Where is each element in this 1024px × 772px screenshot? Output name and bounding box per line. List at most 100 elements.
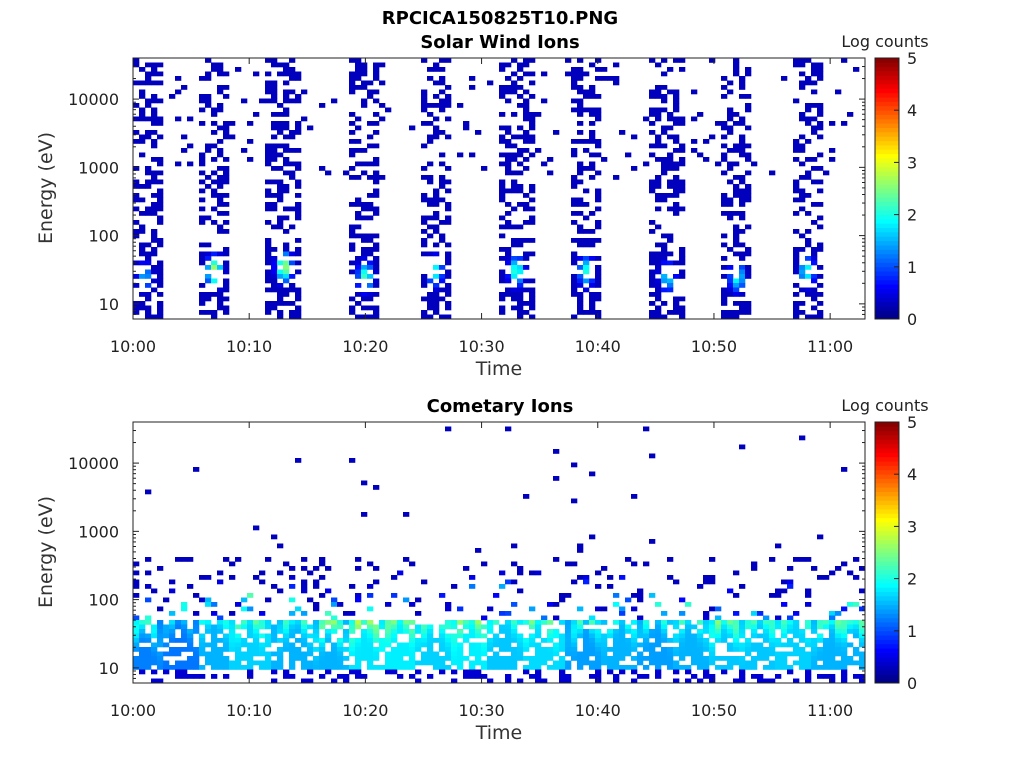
heatmap-cell: [721, 94, 728, 99]
heatmap-cell: [361, 206, 368, 212]
heatmap-cell: [157, 678, 164, 684]
heatmap-cell: [679, 67, 686, 72]
heatmap-cell: [313, 629, 320, 634]
heatmap-cell: [505, 287, 512, 293]
heatmap-cell: [523, 310, 530, 315]
heatmap-cell: [703, 638, 710, 643]
colorbar-swatch: [875, 105, 899, 111]
heatmap-cell: [439, 179, 446, 185]
heatmap-cell: [283, 157, 290, 162]
heatmap-cell: [139, 139, 146, 144]
heatmap-cell: [637, 642, 644, 648]
heatmap-cell: [433, 67, 440, 72]
heatmap-cell: [739, 444, 746, 450]
heatmap-cell: [217, 301, 224, 306]
heatmap-cell: [271, 193, 278, 198]
heatmap-cell: [151, 233, 158, 239]
heatmap-cell: [559, 660, 566, 666]
heatmap-cell: [175, 76, 182, 81]
heatmap-cell: [517, 76, 524, 81]
heatmap-cell: [223, 125, 230, 131]
heatmap-cell: [391, 624, 398, 630]
heatmap-cell: [661, 647, 668, 652]
heatmap-cell: [211, 292, 218, 297]
heatmap-cell: [649, 274, 656, 279]
heatmap-cell: [259, 660, 266, 666]
heatmap-cell: [133, 229, 140, 234]
heatmap-cell: [703, 615, 710, 621]
colorbar-swatch: [875, 197, 899, 202]
heatmap-cell: [739, 175, 746, 180]
heatmap-cell: [511, 256, 518, 261]
heatmap-cell: [841, 121, 848, 126]
colorbar-swatch: [875, 448, 899, 453]
x-tick-label: 11:00: [807, 701, 853, 720]
heatmap-cell: [571, 251, 578, 257]
heatmap-cell: [523, 278, 530, 284]
heatmap-cell: [529, 296, 536, 302]
heatmap-cell: [745, 103, 752, 108]
heatmap-cell: [583, 287, 590, 293]
heatmap-cell: [595, 143, 602, 149]
heatmap-cell: [835, 642, 842, 648]
heatmap-cell: [679, 157, 686, 162]
heatmap-cell: [679, 274, 686, 279]
heatmap-cell: [205, 242, 212, 248]
heatmap-cell: [733, 570, 740, 576]
heatmap-cell: [535, 629, 542, 634]
heatmap-cell: [439, 107, 446, 113]
heatmap-cell: [631, 642, 638, 648]
heatmap-cell: [793, 660, 800, 666]
heatmap-cell: [853, 557, 860, 562]
heatmap-cell: [805, 265, 812, 270]
heatmap-cell: [373, 157, 380, 162]
heatmap-cell: [715, 665, 722, 670]
heatmap-cell: [499, 62, 506, 68]
heatmap-cell: [325, 170, 332, 176]
heatmap-cell: [361, 292, 368, 297]
heatmap-cell: [283, 674, 290, 679]
heatmap-cell: [823, 660, 830, 666]
heatmap-cell: [367, 215, 374, 221]
heatmap-cell: [511, 638, 518, 643]
heatmap-cell: [295, 629, 302, 634]
heatmap-cell: [505, 624, 512, 630]
heatmap-cell: [643, 629, 650, 634]
heatmap-cell: [739, 139, 746, 144]
heatmap-cell: [355, 224, 362, 230]
heatmap-cell: [805, 287, 812, 293]
heatmap-cell: [139, 274, 146, 279]
heatmap-cell: [721, 121, 728, 126]
heatmap-cell: [505, 85, 512, 90]
heatmap-cell: [739, 629, 746, 634]
heatmap-cell: [211, 62, 218, 68]
heatmap-cell: [283, 624, 290, 630]
heatmap-cell: [661, 633, 668, 639]
heatmap-cell: [307, 669, 314, 675]
heatmap-cell: [517, 85, 524, 90]
heatmap-cell: [151, 269, 158, 275]
heatmap-cell: [799, 435, 806, 441]
heatmap-cell: [559, 620, 566, 625]
colorbar-label: Log counts: [841, 396, 928, 415]
heatmap-cell: [517, 238, 524, 243]
heatmap-cell: [523, 287, 530, 293]
heatmap-cell: [199, 98, 206, 104]
heatmap-cell: [205, 58, 212, 63]
heatmap-cell: [307, 633, 314, 639]
colorbar-swatch: [875, 279, 899, 285]
heatmap-cell: [523, 193, 530, 198]
colorbar-swatch: [875, 301, 899, 307]
heatmap-cell: [739, 215, 746, 221]
heatmap-cell: [727, 161, 734, 167]
heatmap-cell: [613, 620, 620, 625]
heatmap-cell: [151, 265, 158, 270]
heatmap-cell: [745, 301, 752, 306]
heatmap-cell: [685, 602, 692, 607]
heatmap-cell: [169, 651, 176, 657]
heatmap-cell: [685, 665, 692, 670]
heatmap-cell: [277, 179, 284, 185]
heatmap-cell: [133, 58, 140, 63]
heatmap-cell: [763, 629, 770, 634]
heatmap-cell: [367, 251, 374, 257]
